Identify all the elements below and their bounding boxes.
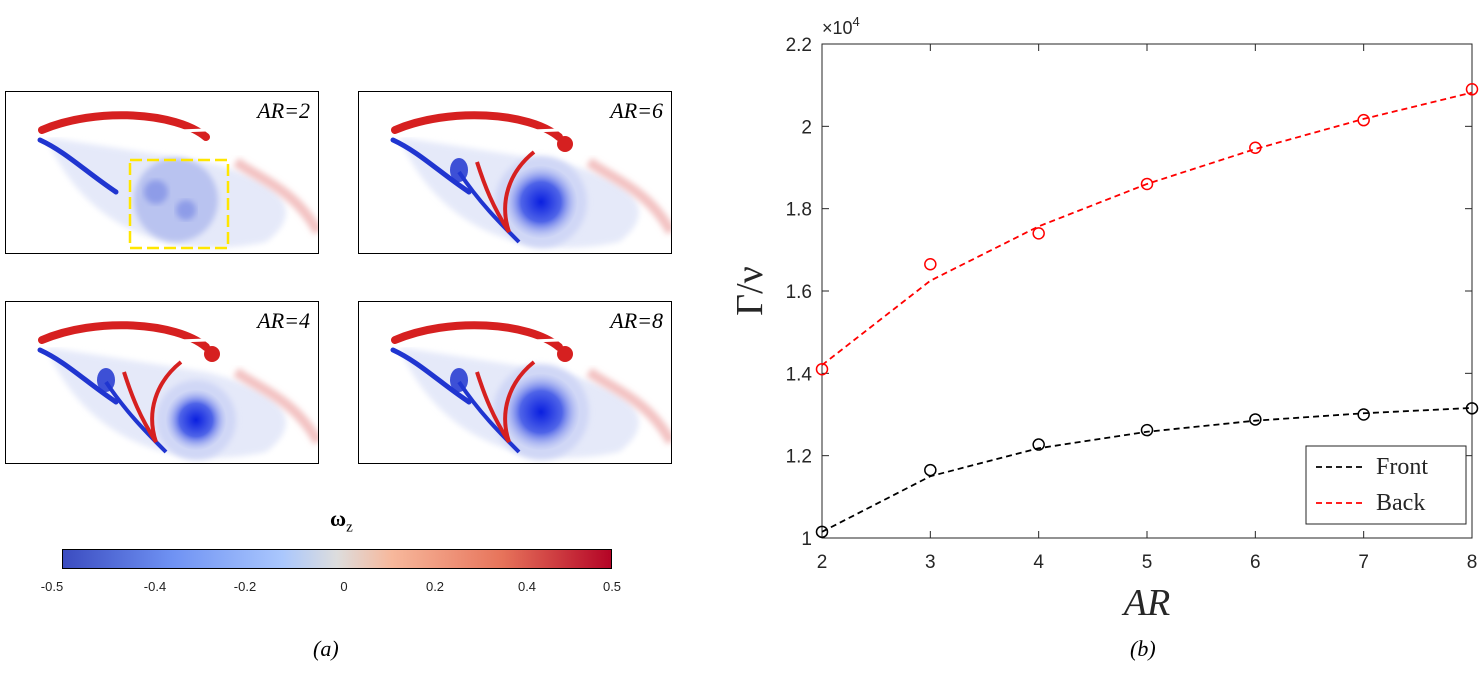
counter-vorticity (475, 360, 536, 444)
data-point-front (1140, 423, 1154, 437)
counter-vorticity (475, 150, 536, 234)
snapshot-panel-ar6: AR=6 (358, 91, 672, 254)
diffuse-vortex (134, 158, 218, 242)
vorticity-field (37, 111, 318, 250)
lower-shear-layer (37, 347, 119, 405)
secondary-vortex (97, 368, 115, 392)
y-tick-label: 2.2 (786, 35, 812, 56)
tip-vortex (204, 346, 220, 362)
snapshot-label: AR=4 (257, 308, 310, 333)
y-tick-label: 1.6 (786, 282, 812, 303)
shear-layer (457, 380, 521, 454)
fit-line-back (821, 91, 1473, 366)
snapshot-label: AR=6 (610, 98, 663, 123)
vorticity-field (37, 321, 318, 460)
x-tick-label: 4 (1033, 552, 1044, 573)
leading-edge-vortex (505, 166, 577, 238)
leading-edge-vortex (503, 374, 579, 450)
snapshot-label: AR=2 (257, 98, 310, 123)
data-point-back (1249, 141, 1262, 154)
data-point-front (1032, 438, 1045, 451)
y-tick-label: 2 (801, 117, 812, 138)
data-point-back (1032, 227, 1045, 240)
colorbar-tick: 0.5 (602, 579, 622, 594)
data-point-back (1465, 83, 1479, 96)
tip-vortex (557, 346, 573, 362)
exponent-label: ×104 (822, 14, 860, 38)
colorbar-tick: -0.2 (233, 579, 257, 594)
legend-label: Front (1376, 454, 1428, 480)
snapshot-panel-ar4: AR=4 (5, 301, 319, 464)
circulation-chart: 2 3 4 5 6 7 8 1 1.2 1.4 1.6 1.8 2 2.2 ×104 AR Γ/ν Front Ba… (729, 14, 1479, 624)
data-point-front (1249, 413, 1262, 426)
leading-edge-vortex (166, 390, 226, 450)
x-tick-label: 3 (925, 552, 936, 573)
colorbar-title: ωz (330, 506, 353, 536)
legend-label: Back (1376, 490, 1425, 516)
legend (1305, 445, 1467, 525)
x-tick-label: 7 (1358, 552, 1369, 573)
counter-vorticity (122, 360, 183, 444)
plate (43, 338, 207, 348)
y-tick-label: 1.2 (786, 447, 812, 468)
caption-b: (b) (1130, 636, 1156, 661)
secondary-vortex (450, 368, 468, 392)
x-tick-label: 6 (1250, 552, 1261, 573)
data-point-back (1357, 113, 1370, 127)
x-tick-label: 8 (1467, 552, 1478, 573)
y-tick-label: 1.4 (786, 364, 813, 385)
plate (43, 128, 207, 138)
snapshot-panel-ar2: AR=2 (5, 91, 319, 254)
x-tick-label: 2 (817, 552, 828, 573)
shear-layer (104, 380, 168, 454)
y-tick-label: 1.8 (786, 200, 812, 221)
data-point-front (1357, 408, 1370, 421)
colorbar-tick: 0.2 (425, 579, 445, 594)
vorticity-field (390, 111, 671, 248)
colorbar-tick: 0 (340, 579, 348, 594)
y-axis-label: Γ/ν (729, 266, 771, 316)
highlight-box (128, 158, 230, 250)
vortex-blob (176, 200, 196, 220)
data-point-front (1465, 402, 1479, 415)
data-point-back (815, 362, 829, 376)
plate (396, 338, 560, 348)
x-axis-label: AR (1121, 582, 1170, 624)
data-point-back (924, 257, 937, 271)
shed-vorticity (586, 157, 671, 235)
snapshot-panel-ar8: AR=8 (358, 301, 672, 464)
data-point-front (815, 525, 829, 539)
shed-vorticity (233, 157, 318, 235)
vortex-blob (144, 180, 168, 204)
lower-shear-layer (37, 137, 119, 195)
x-tick-label: 5 (1142, 552, 1153, 573)
colorbar-tick: -0.4 (143, 579, 167, 594)
colorbar-tick: 0.4 (517, 579, 537, 594)
shear-layer (457, 170, 521, 244)
caption-a: (a) (313, 636, 339, 661)
data-point-front (924, 463, 937, 477)
y-tick-label: 1 (801, 529, 812, 550)
lower-shear-layer (390, 347, 472, 405)
tip-vortex (557, 136, 573, 152)
colorbar (62, 549, 612, 569)
secondary-vortex (450, 158, 468, 182)
shed-vorticity (586, 367, 671, 445)
lower-shear-layer (390, 137, 472, 195)
snapshot-label: AR=8 (610, 308, 663, 333)
colorbar-tick: -0.5 (40, 579, 64, 594)
data-point-back (1140, 177, 1154, 191)
plate (396, 128, 560, 138)
shed-vorticity (233, 367, 318, 445)
vorticity-field (390, 321, 671, 460)
